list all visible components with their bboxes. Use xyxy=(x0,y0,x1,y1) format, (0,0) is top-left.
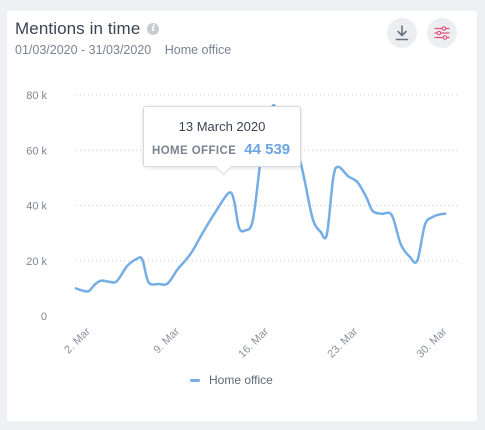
info-icon[interactable]: i xyxy=(147,23,160,35)
tooltip-value: 44 539 xyxy=(244,141,291,158)
download-button[interactable] xyxy=(387,18,417,48)
chart-card xyxy=(7,11,477,421)
y-tick-label: 40 k xyxy=(26,201,47,213)
x-axis: 2. Mar 9. Mar 16. Mar 23. Mar 30. Mar xyxy=(62,325,449,360)
tooltip: 13 March 2020 HOME OFFICE 44 539 xyxy=(143,106,301,167)
x-tick-label: 30. Mar xyxy=(415,325,450,360)
sliders-icon xyxy=(434,26,450,40)
y-axis: 0 20 k 40 k 60 k 80 k xyxy=(26,90,47,323)
tooltip-series: HOME OFFICE xyxy=(152,145,237,157)
x-tick-label: 9. Mar xyxy=(151,325,182,356)
y-tick-label: 0 xyxy=(41,311,47,323)
chart-title: Mentions in time xyxy=(15,19,141,38)
x-tick-label: 16. Mar xyxy=(236,325,271,360)
y-tick-label: 80 k xyxy=(26,90,47,102)
x-tick-label: 2. Mar xyxy=(62,325,93,356)
chart-settings-button[interactable] xyxy=(427,18,457,48)
filter-label: Home office xyxy=(164,43,232,57)
date-range: 01/03/2020 - 31/03/2020 xyxy=(15,43,152,57)
y-tick-label: 20 k xyxy=(26,256,47,268)
legend-label: Home office xyxy=(209,373,273,387)
legend[interactable]: Home office xyxy=(190,373,273,387)
y-tick-label: 60 k xyxy=(26,145,47,157)
chart-subtitle: 01/03/2020 - 31/03/2020 Home office xyxy=(15,43,231,57)
tooltip-date: 13 March 2020 xyxy=(178,119,266,134)
title-row: Mentions in time i xyxy=(15,18,160,40)
download-icon xyxy=(395,25,409,41)
legend-swatch xyxy=(190,378,200,382)
x-tick-label: 23. Mar xyxy=(325,325,360,360)
tooltip-row: HOME OFFICE 44 539 xyxy=(152,141,290,158)
